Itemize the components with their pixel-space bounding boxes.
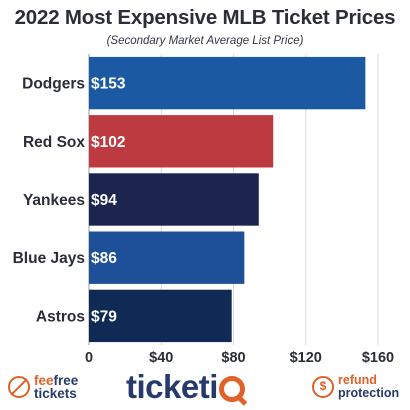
x-tick-label: $160	[362, 350, 394, 366]
brand-main: ticket	[126, 368, 210, 405]
feefree-tickets-badge[interactable]: feefree tickets	[8, 374, 78, 400]
category-label: Yankees	[23, 192, 85, 209]
magnifier-icon	[218, 375, 245, 402]
value-label: $79	[91, 308, 117, 325]
refund-protection-badge[interactable]: $ refund protection	[312, 374, 399, 400]
feefree-accent: fee	[34, 373, 54, 388]
brand-i: i	[209, 368, 218, 405]
bar-red-sox	[89, 115, 274, 168]
category-label: Blue Jays	[13, 250, 85, 267]
refund-line2: protection	[338, 386, 400, 400]
dollar-shield-icon: $	[312, 376, 334, 398]
ticketiq-logo[interactable]: ticket i	[126, 368, 245, 405]
footer: feefree tickets ticket i $ refund protect…	[0, 368, 410, 410]
bar-dodgers	[89, 56, 366, 110]
value-label: $153	[91, 76, 126, 93]
value-label: $94	[91, 192, 117, 209]
category-label: Dodgers	[22, 76, 85, 93]
value-label: $86	[91, 250, 117, 267]
value-label: $102	[91, 134, 125, 151]
chart-title: 2022 Most Expensive MLB Ticket Prices	[14, 6, 396, 29]
feefree-rest: free	[53, 373, 79, 388]
x-tick-label: $40	[149, 350, 173, 366]
feefree-line2: tickets	[34, 386, 77, 401]
value-labels: $153 $102 $94 $86 $79	[91, 76, 126, 326]
bar-yankees	[89, 173, 259, 226]
bar-astros	[89, 289, 232, 343]
bar-blue-jays	[89, 231, 245, 284]
x-tick-labels: 0 $40 $80 $120 $160	[85, 350, 394, 366]
bar-chart: Dodgers Red Sox Yankees Blue Jays Astros $15…	[13, 54, 394, 366]
category-labels: Dodgers Red Sox Yankees Blue Jays Astros	[13, 76, 86, 326]
chart-subtitle: (Secondary Market Average List Price)	[106, 35, 304, 47]
category-label: Red Sox	[23, 134, 85, 151]
category-label: Astros	[36, 308, 85, 325]
x-tick-label: $120	[290, 350, 322, 366]
x-tick-label: $80	[221, 350, 245, 366]
x-tick-label: 0	[85, 350, 93, 366]
refund-line1: refund	[338, 373, 377, 387]
bars	[89, 56, 366, 343]
no-fee-icon	[8, 376, 30, 398]
